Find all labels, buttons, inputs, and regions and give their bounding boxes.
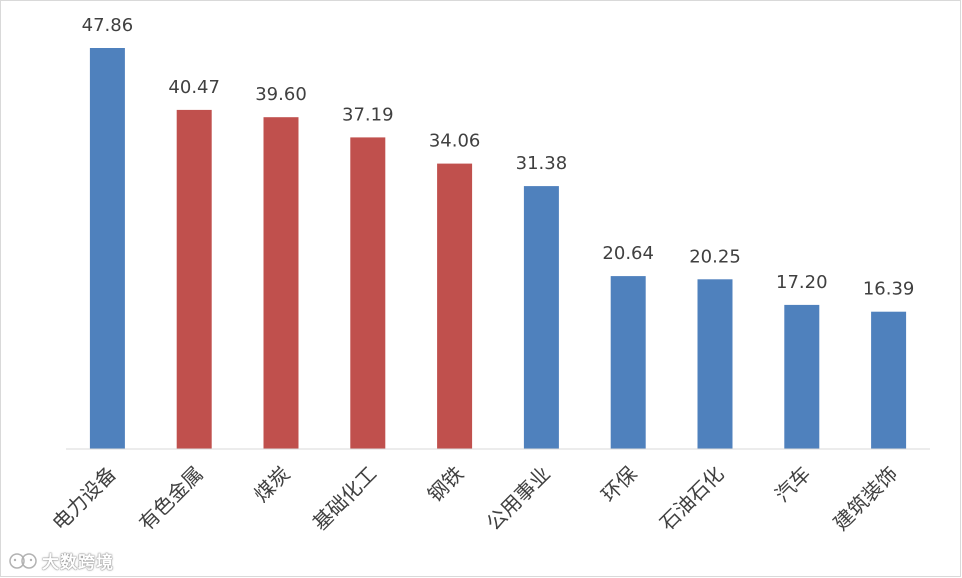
value-label-1: 40.47 — [168, 77, 220, 98]
bar-series — [89, 48, 907, 450]
value-label-5: 31.38 — [516, 153, 568, 174]
value-label-8: 17.20 — [776, 272, 828, 293]
value-label-0: 47.86 — [82, 15, 134, 36]
bar-1 — [176, 109, 212, 450]
value-label-6: 20.64 — [602, 243, 654, 264]
value-label-7: 20.25 — [689, 246, 741, 267]
bar-5 — [523, 186, 559, 449]
bar-7 — [697, 279, 733, 449]
bar-9 — [871, 311, 907, 449]
value-label-4: 34.06 — [429, 131, 481, 152]
bar-0 — [89, 48, 125, 449]
bar-8 — [784, 304, 820, 449]
watermark-text: 大数跨境 — [42, 553, 114, 573]
bar-6 — [610, 276, 646, 449]
value-labels: 47.86 40.47 39.60 37.19 34.06 31.38 20.64 20.25… — [82, 15, 915, 300]
value-label-3: 37.19 — [342, 104, 394, 125]
value-label-2: 39.60 — [255, 84, 307, 105]
value-label-9: 16.39 — [863, 279, 915, 300]
watermark: 大数跨境 — [8, 548, 114, 573]
logo-face-icon — [9, 552, 37, 569]
bar-4 — [437, 163, 473, 449]
bar-3 — [350, 137, 386, 449]
bar-2 — [263, 117, 299, 449]
